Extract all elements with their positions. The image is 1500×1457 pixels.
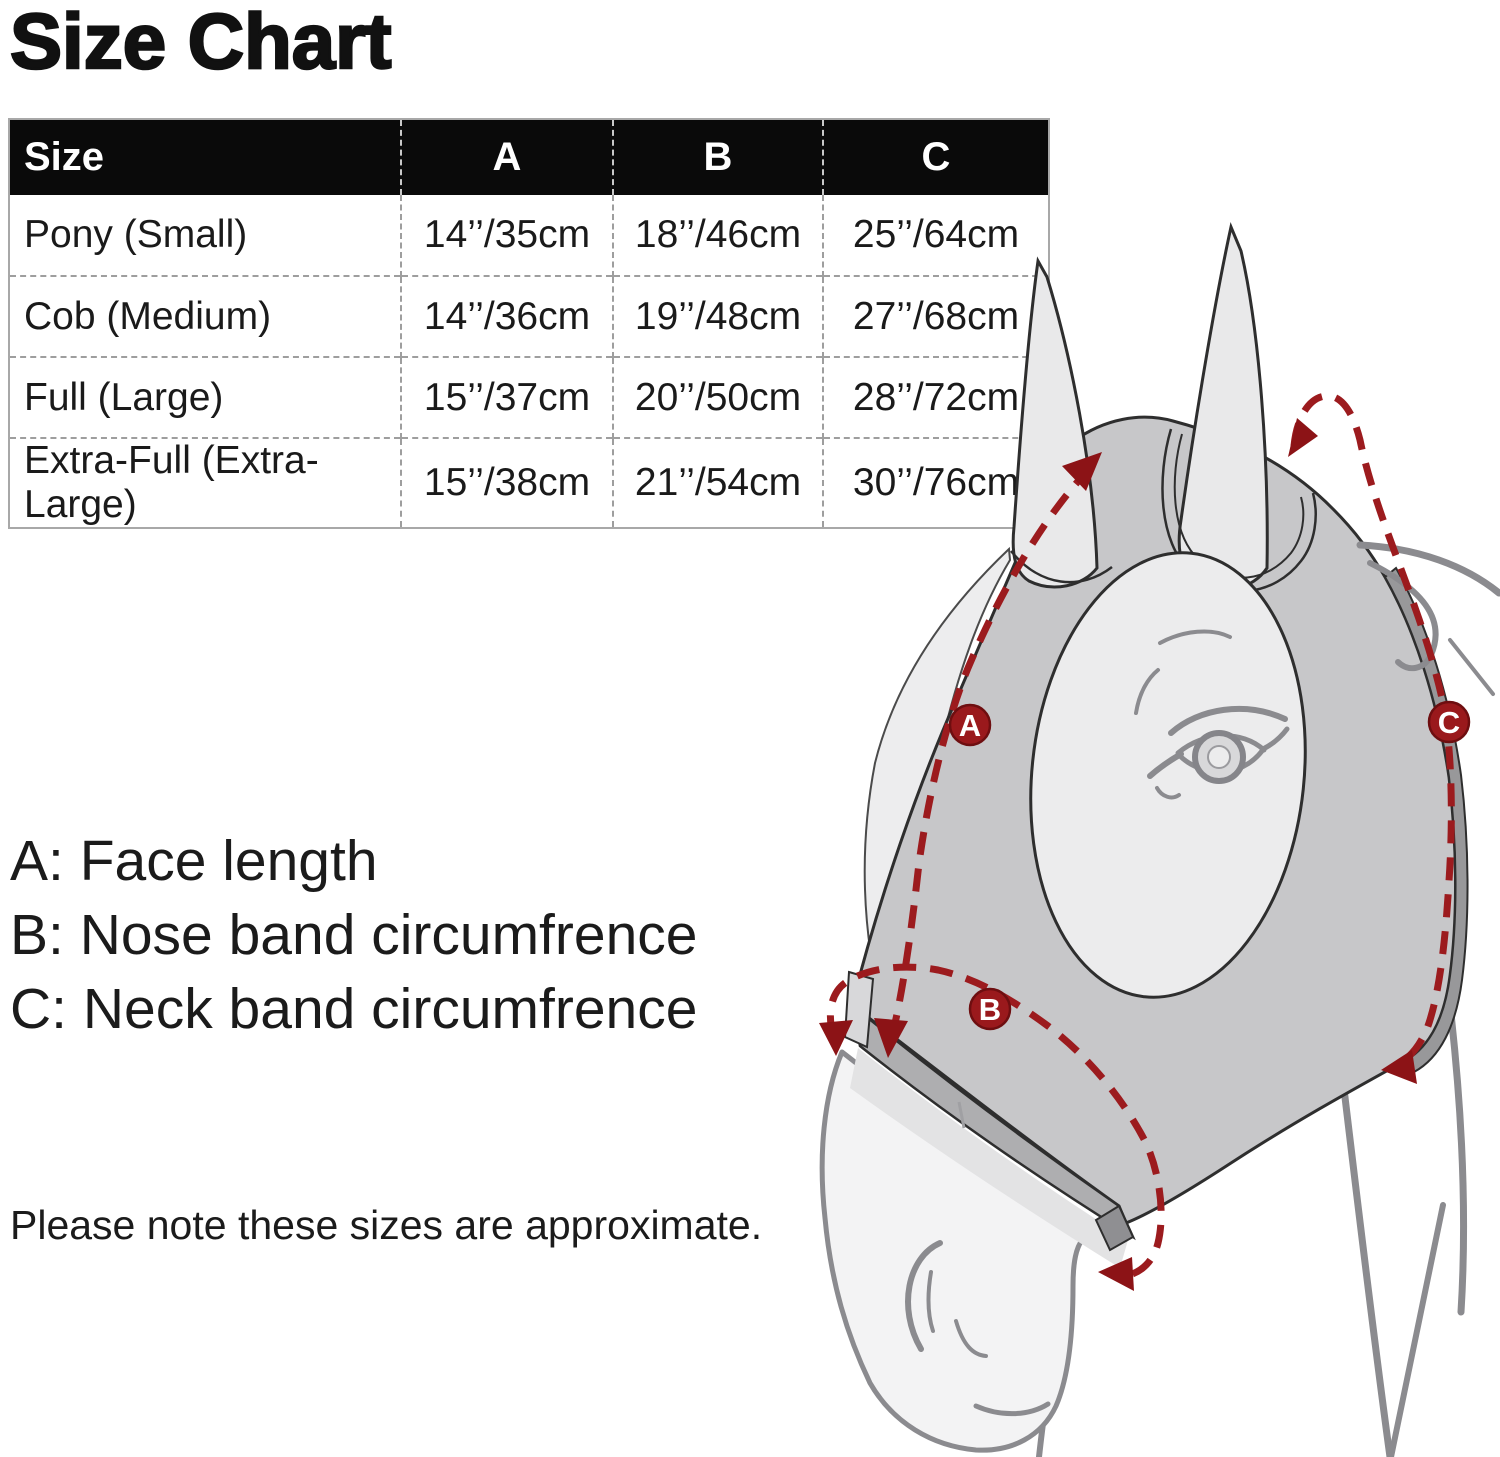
measurement-b-nose-band [819,963,1165,1291]
measure-b-end-arrowhead-icon [1098,1257,1134,1291]
mask-ear-cuffs [1010,428,1317,593]
table-row: Cob (Medium) 14’’/36cm 19’’/48cm 27’’/68… [9,275,1049,357]
measure-c-bottom-arrowhead-icon [1381,1050,1417,1084]
cell-size-name: Full (Large) [9,356,401,438]
eyebrow-line [1168,706,1288,736]
cell-measure-b: 20’’/50cm [612,356,823,438]
page-title: Size Chart [9,0,393,86]
nostril-inner-line [926,1270,935,1333]
jowl-line [1036,1229,1072,1457]
cell-measure-a: 14’’/36cm [400,275,613,357]
measurement-a-face-length [874,452,1102,1058]
badge-a-circle [948,703,992,747]
badge-c-label: C [1438,705,1460,740]
mane-strand [1356,541,1500,597]
cell-measure-c: 28’’/72cm [822,356,1049,438]
muzzle-crease-tick [957,1101,966,1129]
badge-a-label: A [959,708,981,743]
badge-b-label: B [979,992,1001,1027]
lower-eyelid-line [1177,748,1265,775]
legend-item-a: A: Face length [10,829,378,893]
upper-eyelid-line [1175,733,1267,756]
horse-neck-lines [1036,1001,1468,1457]
mane-strand [1367,560,1439,672]
eye-corner-lash [1147,751,1184,779]
mane-strand [1448,638,1495,696]
cell-measure-c: 30’’/76cm [822,437,1049,528]
muzzle-shading [850,1048,1128,1268]
measure-c-dashed-line [1290,392,1455,1073]
measure-b-dashed-line [826,963,1165,1281]
neck-crease-line [1388,1202,1446,1457]
column-header-c: C [822,119,1049,195]
cell-measure-c: 27’’/68cm [822,275,1049,357]
cell-measure-b: 21’’/54cm [612,437,823,528]
cheek-wrinkle [1155,786,1181,800]
mouth-line [973,1401,1051,1417]
cell-size-name: Cob (Medium) [9,275,401,357]
eye-iris [1192,730,1246,784]
table-row: Full (Large) 15’’/37cm 20’’/50cm 28’’/72… [9,356,1049,438]
forehead-wrinkle [1158,629,1232,645]
cell-measure-a: 14’’/35cm [400,195,613,276]
right-ear-cuff-outer [1161,428,1317,593]
table-row: Pony (Small) 14’’/35cm 18’’/46cm 25’’/64… [9,195,1049,276]
muzzle-outline [819,1049,1086,1453]
cell-size-name: Extra-Full (Extra-Large) [9,437,401,528]
cell-measure-a: 15’’/37cm [400,356,613,438]
nose-band [843,970,1136,1252]
mane-wisps [1356,541,1500,696]
nostril-icon [905,1240,943,1352]
nose-band-buckle-flap [843,970,875,1049]
eye-hole-opening [1029,551,1307,999]
badge-b-circle [968,987,1012,1031]
left-ear-cuff [1010,550,1113,584]
cell-measure-b: 18’’/46cm [612,195,823,276]
measure-c-top-arrowhead-icon [1288,418,1318,457]
cell-measure-b: 19’’/48cm [612,275,823,357]
column-header-b: B [612,119,823,195]
lip-crease-line [954,1319,988,1358]
measurement-badges: A B C [948,700,1471,1031]
measure-a-bottom-arrowhead-icon [874,1018,908,1058]
legend-item-b: B: Nose band circumfrence [10,903,698,967]
nose-band-end-cap [1094,1204,1135,1252]
fly-mask-body [850,415,1458,1225]
horse-right-ear [1177,222,1269,592]
horse-cheek-patch [863,546,1012,1040]
measurement-c-neck-band [1288,392,1455,1084]
forehead-wrinkle [1134,668,1160,715]
mask-edge-band [1383,566,1469,1074]
column-header-size: Size [9,119,401,195]
measure-b-left-arrowhead-icon [819,1020,853,1056]
size-chart-table: Size A B C Pony (Small) 14’’/35cm 18’’/4… [8,118,1050,529]
measure-a-top-arrowhead-icon [1062,452,1102,491]
measure-a-dashed-line [887,464,1094,1041]
table-row: Extra-Full (Extra-Large) 15’’/38cm 21’’/… [9,437,1049,528]
neck-back-line [1446,1001,1468,1316]
cell-measure-a: 15’’/38cm [400,437,613,528]
eye-corner-flick [1260,726,1290,752]
legend-item-c: C: Neck band circumfrence [10,977,698,1041]
column-header-a: A [400,119,613,195]
nose-band-strip [850,1001,1136,1241]
cell-size-name: Pony (Small) [9,195,401,276]
right-ear-cuff-inner [1173,433,1305,579]
badge-c-circle [1427,700,1471,744]
horse-muzzle [819,1048,1128,1453]
cell-measure-c: 25’’/64cm [822,195,1049,276]
approximate-sizes-note: Please note these sizes are approximate. [10,1202,763,1248]
table-header-row: Size A B C [9,119,1049,195]
measurement-legend: A: Face length B: Nose band circumfrence… [10,824,697,1046]
eye-highlight [1207,745,1231,769]
neck-front-line [1338,1068,1394,1457]
mask-eye-hole [1029,551,1307,999]
table-header: Size A B C [9,119,1049,195]
